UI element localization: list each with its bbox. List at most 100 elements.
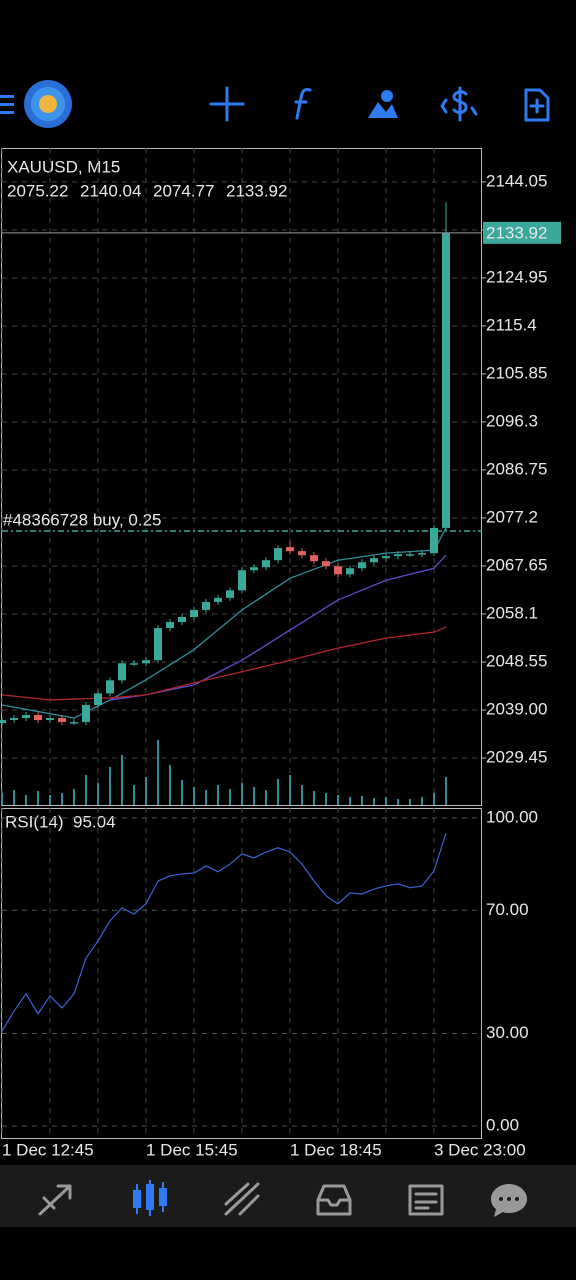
nav-history[interactable] [316, 1184, 352, 1216]
y-tick-label: 2067.65 [486, 555, 547, 574]
y-tick-label: 2096.3 [486, 411, 538, 430]
candle-body [382, 556, 390, 559]
volume-bar [409, 799, 411, 805]
volume-bar [133, 785, 135, 805]
y-tick-label: 2048.55 [486, 651, 547, 670]
trade-label: #48366728 buy, 0.25 [3, 511, 162, 530]
y-tick-label: 2115.4 [486, 315, 537, 334]
new-order-button[interactable] [524, 88, 550, 122]
app-logo[interactable] [24, 80, 72, 128]
candle-body [82, 704, 90, 723]
volume-bar [349, 797, 351, 805]
rsi-tick-label: 70.00 [486, 900, 529, 919]
volume-bar [241, 783, 243, 805]
volume-bar [145, 777, 147, 805]
volume-bar [265, 790, 267, 805]
volume-bar [13, 790, 15, 805]
candle-body [442, 232, 450, 528]
rsi-line [1, 832, 447, 1032]
moving-average [109, 554, 447, 701]
bottom-nav [0, 1165, 576, 1227]
volume-bar [193, 787, 195, 805]
candle-body [286, 547, 294, 552]
objects-button[interactable] [368, 90, 398, 118]
candle-body [322, 561, 330, 567]
candle-body [178, 616, 186, 623]
candle-body [94, 693, 102, 705]
volume-bar [85, 775, 87, 805]
volume-bar [61, 793, 63, 805]
y-tick-label: 2029.45 [486, 747, 547, 766]
candle-body [130, 663, 138, 665]
ohlc-high: 2140.04 [80, 181, 141, 200]
candle-body [394, 554, 402, 557]
y-tick-label: 2105.85 [486, 363, 547, 382]
candle-body [202, 601, 210, 610]
volume-bar [301, 785, 303, 805]
trade-button[interactable] [440, 86, 478, 122]
candle-body [406, 554, 414, 556]
candle-body [58, 718, 66, 723]
x-tick-label: 1 Dec 15:45 [146, 1140, 238, 1159]
candle-body [34, 715, 42, 721]
candle-body [190, 609, 198, 617]
volume-bar [361, 796, 363, 805]
volume-bar [49, 795, 51, 805]
volume-bar [445, 777, 447, 805]
volume-bar [121, 755, 123, 805]
nav-trade[interactable] [224, 1182, 260, 1216]
candle-body [418, 553, 426, 555]
candle-body [118, 663, 126, 681]
candle-body [22, 715, 30, 719]
price-panel-frame [1, 148, 482, 806]
nav-news[interactable] [408, 1184, 444, 1216]
y-tick-label: 2039.00 [486, 699, 547, 718]
y-tick-label: 2077.2 [486, 507, 538, 526]
volume-bar [373, 798, 375, 805]
volume-bar [157, 740, 159, 805]
rsi-tick-label: 0.00 [486, 1115, 519, 1134]
x-tick-label: 3 Dec 23:00 [434, 1140, 526, 1159]
nav-messages[interactable] [491, 1184, 527, 1217]
candle-body [298, 551, 306, 556]
volume-bar [325, 793, 327, 805]
volume-bar [253, 787, 255, 805]
crosshair-button[interactable] [209, 86, 245, 122]
candle-body [250, 567, 258, 571]
candle-body [154, 628, 162, 661]
candle-body [310, 555, 318, 562]
rsi-tick-label: 30.00 [486, 1023, 529, 1042]
candle-body [0, 720, 6, 724]
ohlc-low: 2074.77 [153, 181, 214, 200]
bid-price: 2133.92 [486, 223, 547, 242]
rsi-name: RSI(14) [5, 812, 64, 831]
volume-bar [337, 795, 339, 805]
volume-bar [1, 793, 3, 805]
rsi-value: 95.04 [73, 812, 116, 831]
volume-bar [205, 790, 207, 805]
candle-body [370, 558, 378, 563]
indicators-button[interactable] [294, 88, 312, 120]
candle-body [46, 718, 54, 721]
volume-bar [97, 783, 99, 805]
candle-body [262, 560, 270, 568]
menu-button[interactable] [0, 95, 14, 114]
volume-bar [433, 793, 435, 805]
ohlc-close: 2133.92 [226, 181, 287, 200]
x-tick-label: 1 Dec 12:45 [2, 1140, 94, 1159]
candle-body [166, 622, 174, 629]
candle-body [226, 590, 234, 598]
nav-chart[interactable] [133, 1180, 167, 1216]
candle-body [430, 527, 438, 554]
candle-body [274, 548, 282, 561]
y-tick-label: 2124.95 [486, 267, 547, 286]
volume-bar [181, 780, 183, 805]
volume-bar [421, 797, 423, 805]
volume-bar [289, 775, 291, 805]
volume-bar [277, 779, 279, 805]
nav-quotes[interactable] [38, 1184, 72, 1216]
y-tick-label: 2144.05 [486, 171, 547, 190]
volume-bar [229, 789, 231, 805]
